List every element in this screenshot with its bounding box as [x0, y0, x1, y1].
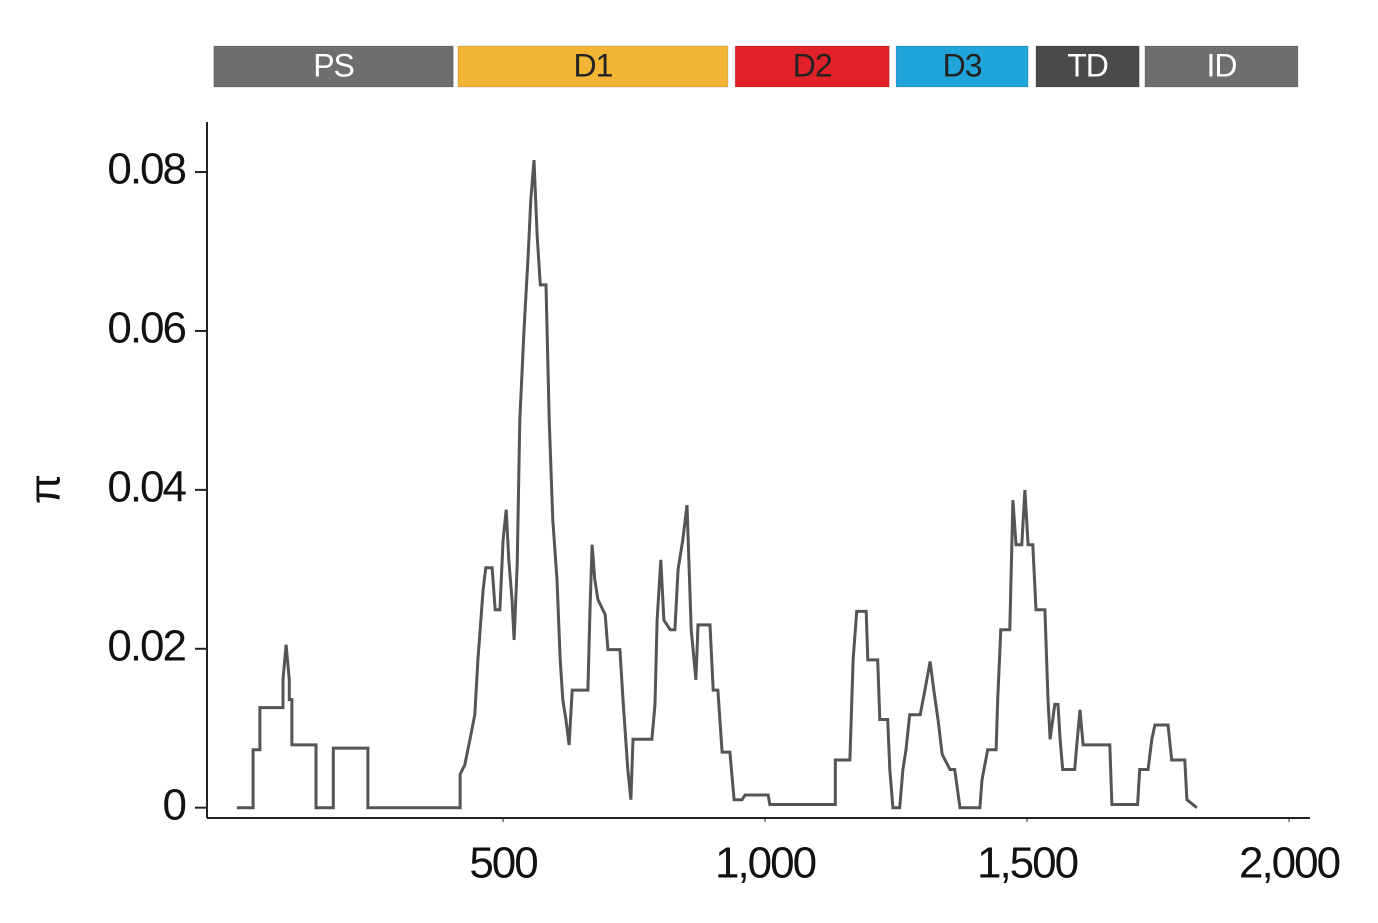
y-tick-label: 0: [163, 780, 186, 829]
domain-block: [1144, 45, 1299, 88]
domain-label: D2: [793, 47, 832, 83]
domain-block: [457, 45, 729, 88]
y-tick-label: 0.06: [107, 304, 185, 353]
x-tick-label: 500: [469, 839, 537, 888]
pi-line: [236, 159, 1198, 810]
domain-block: [213, 45, 454, 88]
domain-label: D1: [573, 47, 612, 83]
x-tick-label: 1,500: [977, 839, 1078, 888]
x-tick-label: 1,000: [715, 839, 816, 888]
domain-label: D3: [943, 47, 982, 83]
domain-block: [734, 45, 890, 88]
y-tick-label: 0.08: [107, 145, 185, 194]
domain-label: TD: [1067, 47, 1108, 83]
domain-block: [895, 45, 1029, 88]
domain-label: ID: [1206, 47, 1236, 83]
y-tick-label: 0.04: [107, 462, 186, 511]
y-tick-label: 0.02: [107, 621, 185, 670]
x-tick-label: 2,000: [1239, 839, 1340, 888]
y-axis-label: π: [21, 475, 70, 504]
domain-label: PS: [313, 47, 354, 83]
domain-block: [1035, 45, 1140, 88]
